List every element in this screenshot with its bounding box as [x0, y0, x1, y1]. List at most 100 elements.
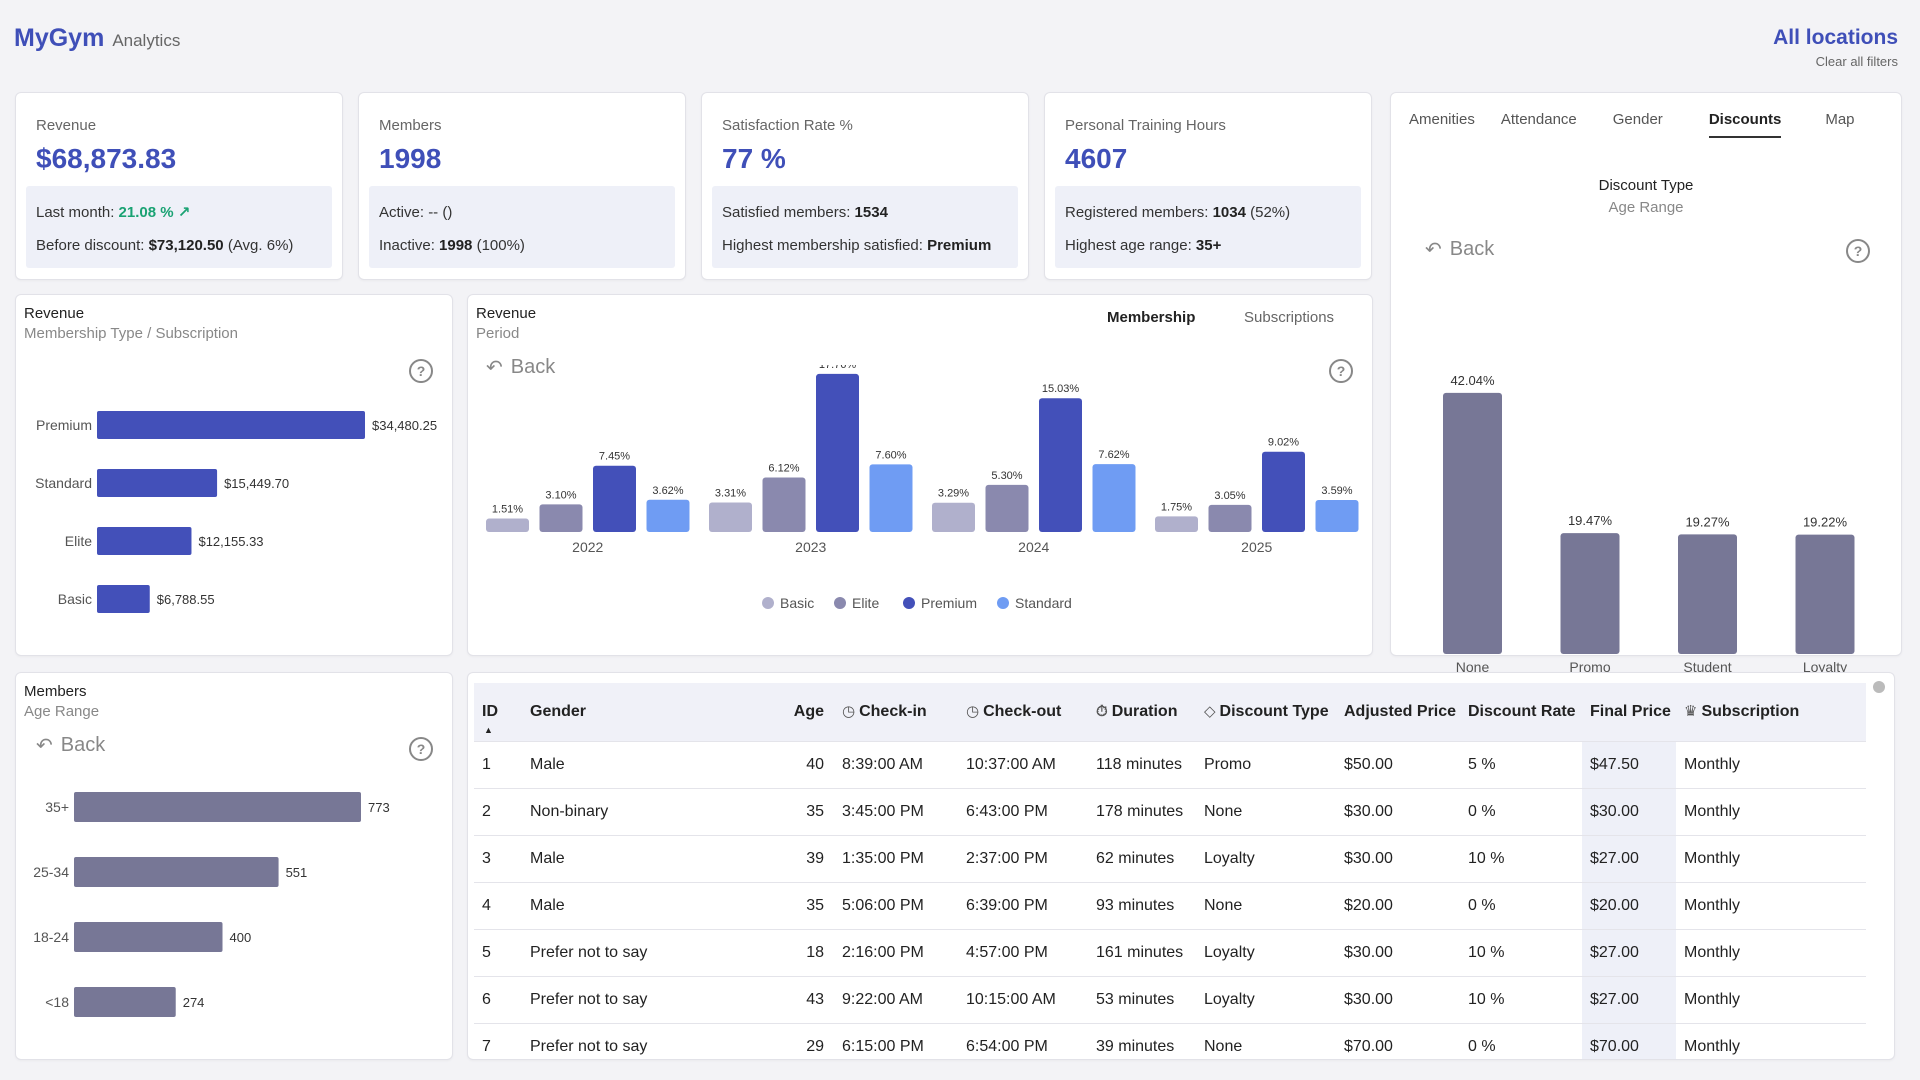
table-cell: $70.00 [1336, 1022, 1460, 1059]
help-icon[interactable]: ? [409, 359, 433, 383]
table-cell: 5:06:00 PM [834, 881, 948, 929]
bar[interactable] [1262, 451, 1305, 532]
col-subscription[interactable]: ♛ Subscription [1676, 683, 1866, 741]
table-cell: 6 [474, 975, 526, 1023]
table-cell: 1 [474, 740, 526, 788]
tab-amenities[interactable]: Amenities [1409, 111, 1475, 128]
col-age-label: Age [793, 702, 824, 720]
col-gender-label: Gender [530, 702, 587, 720]
table-row[interactable]: 4 Male 35 5:06:00 PM 6:39:00 PM 93 minutes Non… [474, 881, 1866, 929]
bar[interactable] [816, 373, 859, 532]
table-cell: $20.00 [1582, 881, 1676, 929]
bar-value-label: $12,155.33 [198, 534, 263, 549]
bar-value-label: 3.31% [715, 488, 746, 500]
bar[interactable] [646, 499, 690, 532]
x-tick-label: Student [1683, 659, 1731, 675]
col-gender[interactable]: Gender [526, 683, 774, 741]
table-cell: Prefer not to say [526, 1022, 774, 1059]
tab-membership[interactable]: Membership [1107, 309, 1196, 326]
x-tick-label: None [1456, 659, 1490, 675]
bar-category-label: Elite [65, 533, 92, 549]
bar-value-label: 773 [368, 800, 390, 815]
col-checkout[interactable]: ◷ Check-out [948, 683, 1084, 741]
col-age[interactable]: Age [774, 683, 834, 741]
bar[interactable] [1443, 392, 1502, 654]
legend-label: Elite [852, 595, 879, 611]
bar[interactable] [932, 502, 975, 532]
revenue-back-button[interactable]: ↶ Back [486, 355, 555, 380]
bar[interactable] [593, 465, 636, 532]
bar[interactable] [1208, 504, 1252, 532]
table-cell: 10 % [1460, 928, 1582, 976]
all-locations-button[interactable]: All locations [1773, 26, 1898, 49]
scroll-indicator[interactable] [1873, 681, 1885, 693]
table-row[interactable]: 5 Prefer not to say 18 2:16:00 PM 4:57:00 PM… [474, 928, 1866, 976]
bar[interactable] [1678, 534, 1737, 654]
bar[interactable] [869, 464, 913, 532]
help-icon[interactable]: ? [409, 737, 433, 761]
x-tick-label: Promo [1569, 659, 1610, 675]
table-cell: Prefer not to say [526, 975, 774, 1023]
bar[interactable] [985, 484, 1029, 532]
revenue-type-chart: Premium $34,480.25 Standard $15,449.70 Elite… [35, 411, 437, 613]
kpi-detail-value: Premium [927, 237, 992, 254]
col-final-price[interactable]: Final Price [1582, 683, 1676, 741]
bar[interactable] [74, 857, 279, 887]
bar-value-label: 19.22% [1803, 515, 1848, 530]
kpi-training-hours: Personal Training Hours 4607 Registered … [1044, 92, 1372, 280]
col-discount-rate[interactable]: Discount Rate [1460, 683, 1582, 741]
bar-value-label: 3.29% [938, 488, 969, 500]
bar-value-label: 19.27% [1685, 514, 1730, 529]
bar[interactable] [74, 987, 176, 1017]
members-back-button[interactable]: ↶ Back [36, 733, 105, 758]
table-row[interactable]: 1 Male 40 8:39:00 AM 10:37:00 AM 118 minutes P… [474, 740, 1866, 788]
bar[interactable] [1560, 533, 1620, 654]
bar[interactable] [74, 922, 223, 952]
table-cell: 1:35:00 PM [834, 834, 948, 882]
table-row[interactable]: 7 Prefer not to say 29 6:15:00 PM 6:54:00 PM… [474, 1022, 1866, 1059]
table-row[interactable]: 3 Male 39 1:35:00 PM 2:37:00 PM 62 minutes Loy… [474, 834, 1866, 882]
bar[interactable] [97, 527, 192, 555]
col-duration[interactable]: ⏱ Duration [1084, 683, 1192, 741]
kpi-detail-value: $73,120.50 [148, 237, 224, 254]
table-row[interactable]: 6 Prefer not to say 43 9:22:00 AM 10:15:00 A… [474, 975, 1866, 1023]
x-tick-label: 2024 [1018, 539, 1049, 555]
tab-discounts[interactable]: Discounts [1708, 105, 1782, 138]
legend-marker [834, 597, 846, 609]
bar[interactable] [1795, 534, 1855, 654]
tab-attendance[interactable]: Attendance [1500, 111, 1577, 128]
bar[interactable] [1039, 398, 1082, 532]
col-id[interactable]: ID ▲ [474, 683, 526, 741]
table-cell: 161 minutes [1084, 928, 1192, 976]
bar[interactable] [762, 477, 806, 532]
bar[interactable] [1155, 516, 1198, 532]
bar[interactable] [1315, 500, 1359, 532]
clock-icon: ◷ [966, 703, 980, 721]
clear-filters-link[interactable]: Clear all filters [1815, 54, 1898, 69]
table-cell: 10:37:00 AM [948, 740, 1084, 788]
bar[interactable] [97, 411, 365, 439]
col-checkin[interactable]: ◷ Check-in [834, 683, 948, 741]
tab-gender[interactable]: Gender [1612, 111, 1663, 128]
back-label: Back [60, 734, 106, 756]
bar[interactable] [1092, 464, 1136, 532]
col-checkout-label: Check-out [983, 703, 1062, 721]
col-discount-type[interactable]: ◇ Discount Type [1192, 683, 1336, 741]
bar[interactable] [97, 585, 150, 613]
bar[interactable] [97, 469, 218, 497]
table-cell: 4:57:00 PM [948, 928, 1084, 976]
x-tick-label: Loyalty [1803, 659, 1847, 675]
bar[interactable] [74, 792, 361, 822]
col-adjusted-price[interactable]: Adjusted Price [1336, 683, 1460, 741]
tab-map[interactable]: Map [1825, 111, 1855, 128]
discount-help-icon[interactable]: ? [1846, 239, 1870, 263]
bar[interactable] [539, 504, 583, 532]
bar-value-label: $6,788.55 [157, 592, 215, 607]
discount-back-button[interactable]: ↶ Back [1425, 237, 1494, 262]
panel-subtitle: Membership Type / Subscription [24, 325, 238, 342]
bar[interactable] [709, 502, 752, 532]
table-row[interactable]: 2 Non-binary 35 3:45:00 PM 6:43:00 PM 178 min… [474, 787, 1866, 835]
bar[interactable] [486, 518, 529, 532]
help-icon[interactable]: ? [1329, 359, 1353, 383]
tab-subscriptions[interactable]: Subscriptions [1244, 309, 1335, 326]
